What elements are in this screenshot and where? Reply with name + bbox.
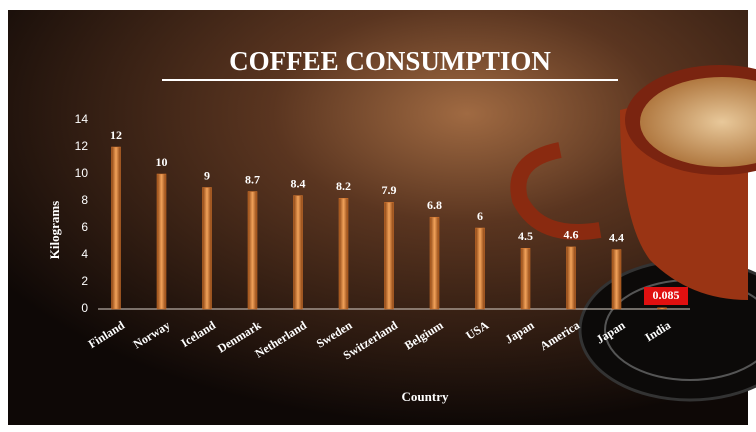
value-label: 9 [204, 168, 210, 182]
value-label: 10 [156, 155, 168, 169]
value-label: 12 [110, 128, 122, 142]
value-label: 8.2 [336, 179, 351, 193]
y-tick-label: 8 [81, 193, 88, 207]
value-label: 8.4 [291, 176, 306, 190]
y-tick-label: 0 [81, 301, 88, 315]
y-tick-label: 14 [75, 112, 89, 126]
y-tick-label: 10 [75, 166, 89, 180]
y-tick-label: 4 [81, 247, 88, 261]
bar [611, 249, 622, 310]
value-label: 8.7 [245, 172, 260, 186]
bar [475, 227, 485, 310]
bar [111, 146, 121, 310]
bar [429, 216, 440, 310]
y-tick-label: 6 [81, 220, 88, 234]
coffee-cup [510, 65, 756, 402]
bar [384, 202, 394, 310]
bar [156, 173, 167, 310]
bar [202, 187, 212, 310]
value-label: 4.5 [518, 229, 533, 243]
bar [247, 191, 258, 310]
chart-title: COFFEE CONSUMPTION [229, 46, 551, 76]
value-label: 0.085 [653, 288, 680, 302]
bar [566, 246, 576, 310]
y-tick-label: 2 [81, 274, 88, 288]
bar [338, 198, 349, 310]
y-tick-label: 12 [75, 139, 89, 153]
value-label: 7.9 [382, 183, 397, 197]
value-label: 6.8 [427, 198, 442, 212]
y-axis-label: Kilograms [47, 201, 62, 260]
x-axis-label: Country [402, 389, 449, 404]
value-label-box [644, 287, 688, 305]
value-label: 4.4 [609, 230, 624, 244]
value-label: 4.6 [564, 228, 579, 242]
bar [657, 307, 667, 310]
bar [520, 248, 531, 310]
bar [293, 195, 303, 310]
value-label: 6 [477, 209, 483, 223]
